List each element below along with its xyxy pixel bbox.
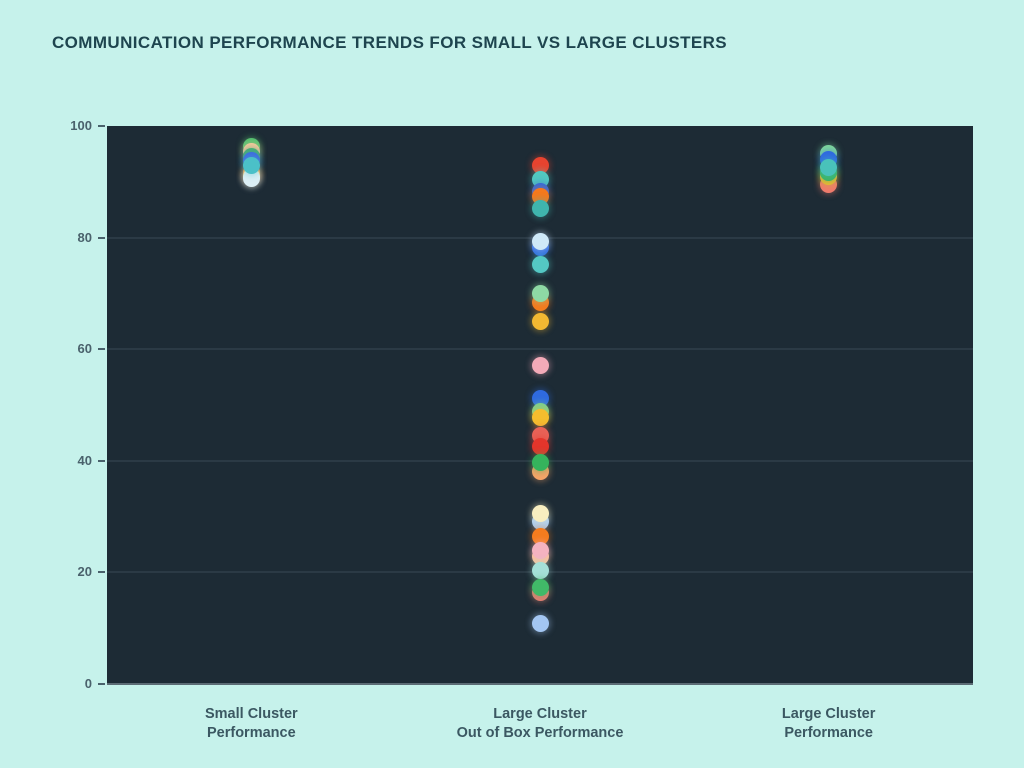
x-axis-label-line: Performance (784, 725, 873, 741)
data-point (531, 504, 549, 522)
data-point (820, 159, 838, 177)
y-tick-mark (98, 348, 105, 351)
data-point (531, 453, 549, 471)
gridline (107, 348, 973, 351)
data-point (531, 615, 549, 633)
data-point (531, 542, 549, 560)
chart-title: COMMUNICATION PERFORMANCE TRENDS FOR SMA… (52, 33, 728, 52)
data-point (531, 233, 549, 250)
y-tick-label: 0 (84, 676, 92, 691)
y-tick-label: 20 (77, 564, 92, 580)
y-tick-label: 100 (70, 118, 92, 133)
x-axis-category-label: Small Cluster Performance (205, 705, 298, 743)
data-point (531, 285, 549, 303)
x-axis-label-line: Small Cluster (204, 706, 298, 722)
data-point (242, 156, 260, 174)
data-point (531, 528, 549, 546)
data-point (531, 255, 549, 273)
data-point (531, 389, 549, 407)
x-axis-label-line: Large Cluster (493, 706, 587, 722)
data-point (531, 357, 549, 375)
x-axis-category-label: Large Cluster Out of Box Performance (457, 705, 624, 743)
y-tick-label: 60 (77, 341, 92, 357)
y-tick-label: 80 (77, 229, 92, 245)
data-point (531, 578, 549, 596)
data-point (531, 408, 549, 426)
data-point (531, 562, 549, 580)
data-point (242, 169, 260, 187)
y-tick-mark (98, 571, 105, 574)
y-tick-label: 40 (77, 452, 92, 468)
data-point (531, 312, 549, 330)
y-tick-mark (98, 683, 105, 685)
data-point (531, 200, 549, 218)
y-tick-mark (98, 459, 105, 462)
x-axis-label-line: Large Cluster (781, 706, 876, 722)
y-tick-mark (98, 236, 105, 239)
plot-area (107, 126, 973, 685)
x-axis-label-line: Out of Box Performance (456, 725, 624, 741)
x-axis-label-line: Performance (206, 725, 296, 741)
x-axis-category-label: Large Cluster Performance (782, 705, 875, 743)
y-tick-mark (98, 125, 105, 127)
data-point (531, 156, 549, 174)
data-point (531, 437, 549, 455)
